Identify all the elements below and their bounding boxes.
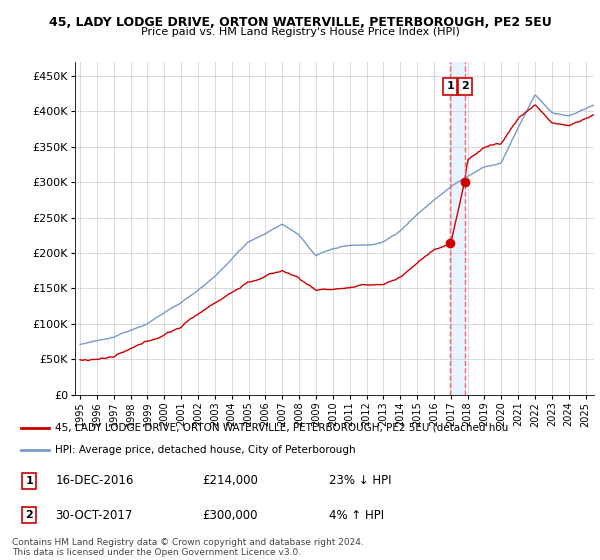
Text: 1: 1: [25, 476, 33, 486]
Bar: [450, 62, 465, 395]
Text: 16-DEC-2016: 16-DEC-2016: [55, 474, 134, 487]
Text: £214,000: £214,000: [202, 474, 258, 487]
Text: 1: 1: [446, 81, 454, 91]
Text: 45, LADY LODGE DRIVE, ORTON WATERVILLE, PETERBOROUGH, PE2 5EU (detached hou: 45, LADY LODGE DRIVE, ORTON WATERVILLE, …: [55, 423, 509, 433]
Text: 2: 2: [461, 81, 469, 91]
Text: 23% ↓ HPI: 23% ↓ HPI: [329, 474, 391, 487]
Text: HPI: Average price, detached house, City of Peterborough: HPI: Average price, detached house, City…: [55, 445, 356, 455]
Text: 30-OCT-2017: 30-OCT-2017: [55, 508, 133, 522]
Text: 2: 2: [25, 510, 33, 520]
Text: £300,000: £300,000: [202, 508, 257, 522]
Text: Price paid vs. HM Land Registry's House Price Index (HPI): Price paid vs. HM Land Registry's House …: [140, 27, 460, 37]
Text: Contains HM Land Registry data © Crown copyright and database right 2024.
This d: Contains HM Land Registry data © Crown c…: [12, 538, 364, 557]
Text: 45, LADY LODGE DRIVE, ORTON WATERVILLE, PETERBOROUGH, PE2 5EU: 45, LADY LODGE DRIVE, ORTON WATERVILLE, …: [49, 16, 551, 29]
Text: 4% ↑ HPI: 4% ↑ HPI: [329, 508, 384, 522]
